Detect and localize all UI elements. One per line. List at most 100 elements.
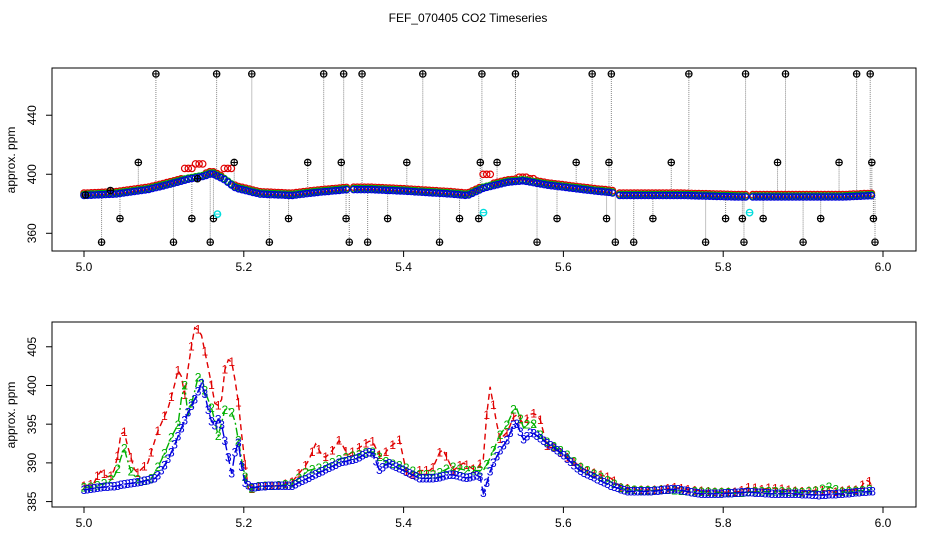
top-x-tick-label: 5.6 [555, 260, 572, 274]
series-1-marker: 1 [537, 413, 544, 427]
series-1-marker: 1 [483, 408, 490, 422]
series-2-marker: 2 [222, 403, 229, 417]
series-1-marker: 1 [832, 485, 839, 499]
top-s3-point [418, 188, 426, 197]
top-s3-point [91, 191, 99, 199]
series-1-marker: 1 [369, 435, 376, 449]
series-2-marker: 2 [316, 461, 323, 475]
top-s3-point [292, 191, 300, 199]
series-3-marker: 3 [339, 455, 346, 469]
top-s3-point [263, 190, 272, 199]
series-1-marker: 1 [443, 450, 450, 464]
top-s3-point [367, 185, 376, 194]
top-s3-point [288, 191, 297, 200]
series-2-marker: 2 [389, 457, 396, 471]
top-s3-point [838, 193, 847, 201]
flag-point [81, 191, 90, 199]
top-s3-point [824, 193, 833, 201]
series-1-marker: 1 [208, 378, 215, 392]
series-3-marker: 3 [869, 485, 876, 499]
top-s1-point [191, 160, 200, 168]
top-s3-point [472, 187, 480, 196]
series-1-marker: 1 [799, 484, 806, 498]
series-2-marker: 2 [752, 485, 759, 499]
series-3-marker: 3 [228, 467, 235, 481]
top-s3-point [831, 193, 840, 201]
top-s3-point [173, 178, 182, 187]
series-3-marker: 3 [443, 469, 450, 483]
flag-point [493, 158, 501, 167]
series-2-marker: 2 [295, 471, 302, 485]
series-3-marker: 3 [772, 487, 779, 501]
series-3-marker: 3 [742, 485, 749, 499]
series-3-marker: 3 [534, 429, 541, 443]
series-3-marker: 3 [866, 485, 873, 499]
series-3-marker: 3 [718, 487, 725, 501]
series-3-marker: 3 [332, 458, 339, 472]
series-3-marker: 3 [668, 483, 675, 497]
flag-point [303, 158, 312, 167]
series-3-marker: 3 [356, 450, 363, 464]
series-1-marker: 1 [322, 450, 329, 464]
series-3-marker: 3 [715, 487, 722, 501]
flag-point [852, 70, 861, 78]
series-3-marker: 3 [285, 479, 292, 493]
series-3-marker: 3 [420, 471, 427, 485]
series-3-marker: 3 [671, 482, 678, 496]
series-3-marker: 3 [305, 471, 312, 485]
top-s3-point [626, 191, 635, 200]
series-3-marker: 3 [829, 488, 836, 502]
series-1-marker: 1 [396, 433, 403, 447]
top-s3-point [360, 185, 369, 194]
bottom-x-axis: 5.0 5.2 5.4 5.6 5.8 6.0 [76, 507, 892, 530]
top-s3-point [569, 184, 577, 193]
series-2-marker: 2 [792, 485, 799, 499]
series-1-marker: 1 [134, 466, 141, 480]
series-2-marker: 2 [470, 464, 477, 478]
series-1-marker: 1 [752, 481, 759, 495]
series-3-marker: 3 [363, 447, 370, 461]
series-3-marker: 3 [678, 483, 685, 497]
top-s3-point [270, 190, 279, 199]
series-3-marker: 3 [460, 470, 467, 484]
series-2-marker: 2 [201, 384, 208, 398]
series-3-marker: 3 [473, 468, 480, 482]
top-s3-point [806, 193, 815, 201]
series-1-marker: 1 [215, 398, 222, 412]
series-2-marker: 2 [503, 418, 510, 432]
series-1-marker: 1 [591, 466, 598, 480]
top-s3-point [249, 188, 257, 197]
top-s3-point [558, 183, 567, 191]
top-s3-point [691, 192, 700, 200]
top-s3-point [828, 193, 836, 201]
series-2-marker: 2 [329, 456, 336, 470]
series-3-marker: 3 [675, 483, 682, 497]
series-1-marker: 1 [725, 485, 732, 499]
series-3-marker: 3 [252, 480, 259, 494]
top-s3-point [94, 191, 103, 199]
series-3-marker: 3 [195, 385, 202, 399]
series-2-marker: 2 [806, 485, 813, 499]
series-1-marker: 1 [530, 407, 537, 421]
series-3-marker: 3 [514, 417, 521, 431]
series-3-marker: 3 [410, 468, 417, 482]
flag-point [553, 214, 561, 223]
flag-point [363, 238, 372, 246]
series-1-marker: 1 [128, 451, 135, 465]
series-2-marker: 2 [450, 460, 457, 474]
series-2-marker: 2 [584, 464, 591, 478]
series-2-marker: 2 [416, 468, 423, 482]
top-s3-point [374, 186, 383, 194]
series-3-marker: 3 [789, 487, 796, 501]
series-3-marker: 3 [245, 478, 252, 492]
top-s3-point [425, 188, 434, 197]
series-1-marker: 1 [349, 445, 356, 459]
series-1-marker: 1 [792, 484, 799, 498]
top-s3-point [443, 190, 451, 198]
series-3-marker: 3 [255, 480, 262, 494]
top-s3-point [277, 191, 286, 199]
top-s3-point [734, 193, 743, 201]
series-3-marker: 3 [584, 468, 591, 482]
series-3-marker: 3 [158, 464, 165, 478]
